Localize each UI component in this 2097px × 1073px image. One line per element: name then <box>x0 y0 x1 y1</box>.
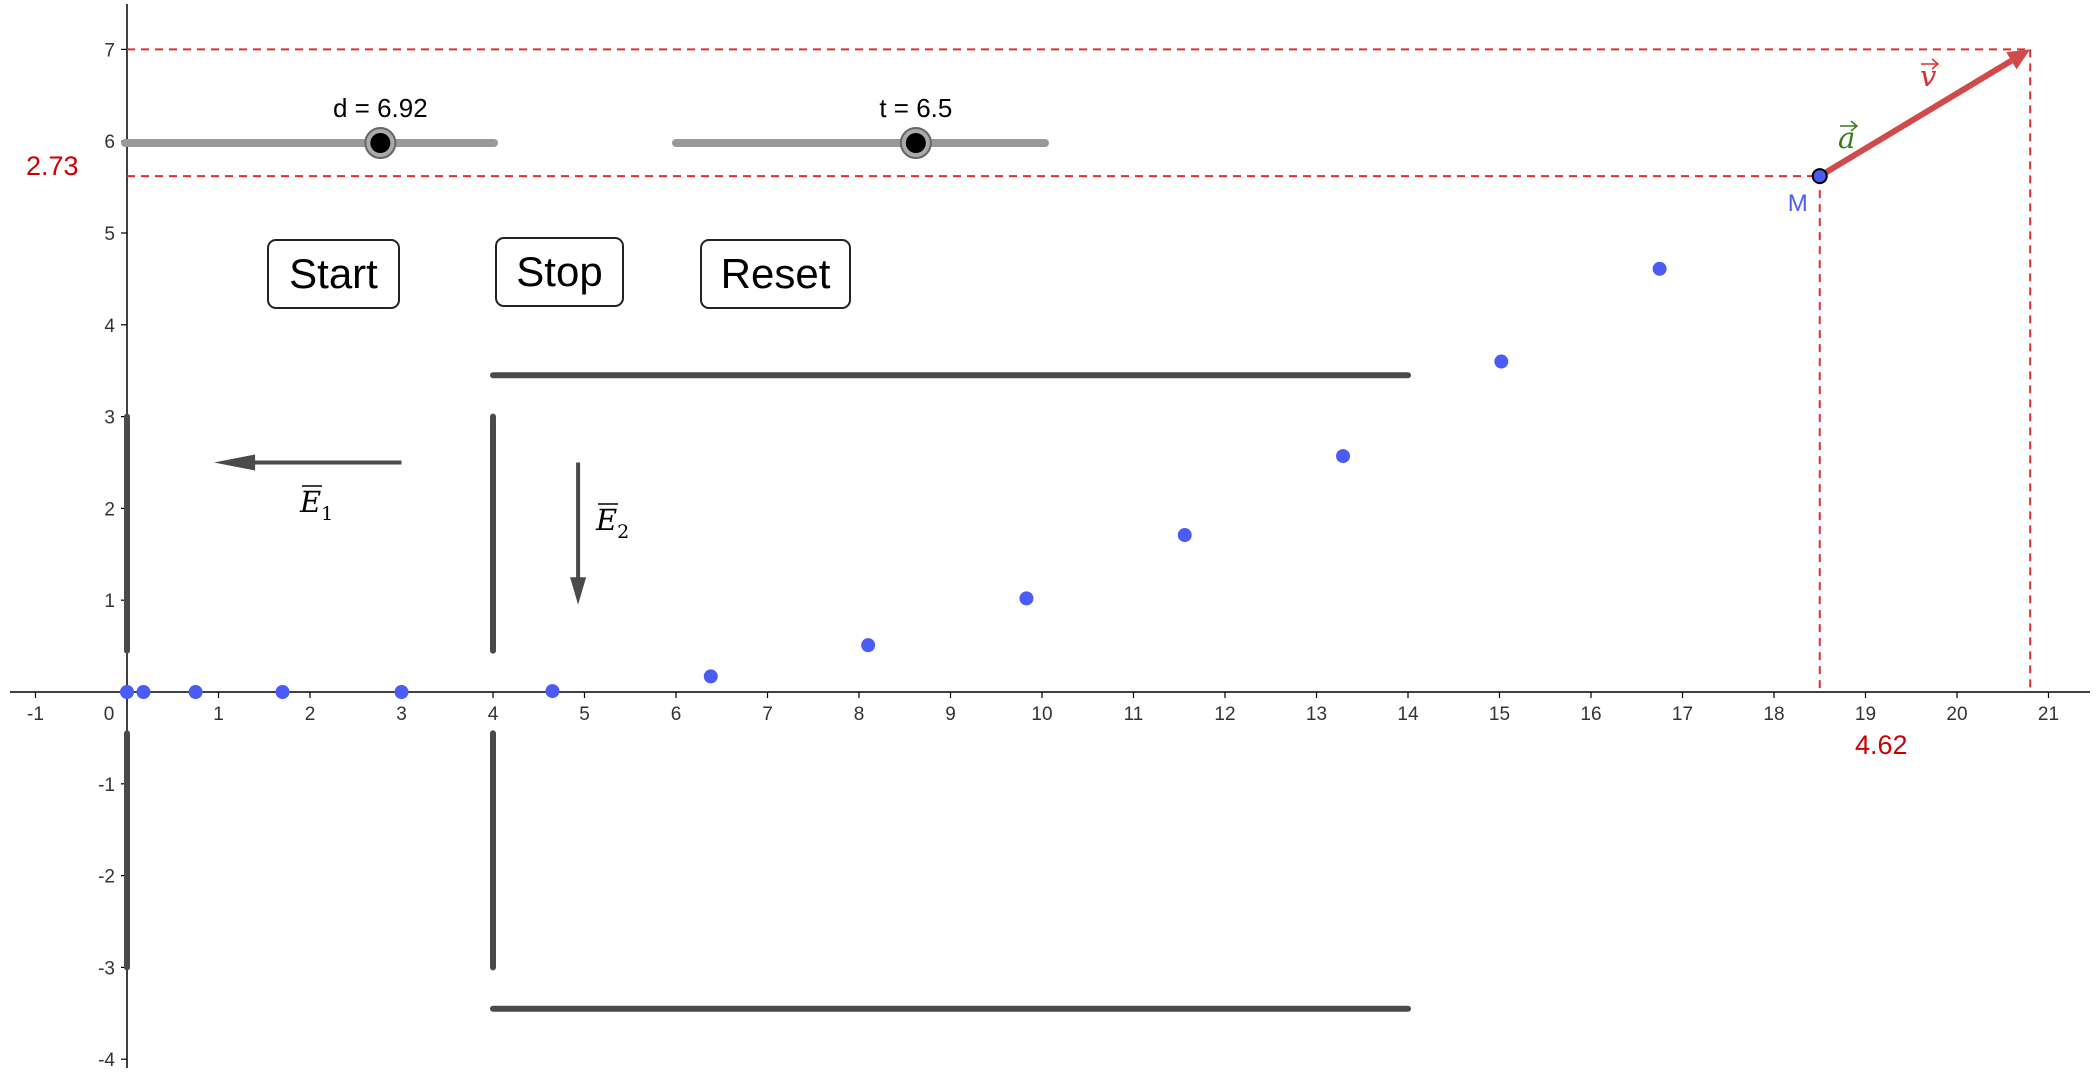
x-tick-label: 4 <box>488 704 499 725</box>
y-tick-label: 5 <box>104 224 115 245</box>
x-tick-label: 8 <box>854 704 865 725</box>
x-tick-label: 3 <box>396 704 407 725</box>
trajectory-point <box>120 685 134 699</box>
trajectory-point <box>703 669 718 684</box>
field-e1-label: E1 <box>299 485 333 525</box>
trajectory-point <box>545 684 560 699</box>
point-m[interactable] <box>1811 168 1828 185</box>
acceleration-vector-label: a <box>1838 121 1855 155</box>
trajectory-point <box>1019 591 1034 606</box>
slider-d[interactable]: d = 6.92 <box>121 93 498 159</box>
velocity-label-arrow-accent <box>1921 58 1940 70</box>
x-tick-label: 2 <box>305 704 316 725</box>
trajectory-point <box>1652 261 1667 276</box>
velocity-vector-head[interactable] <box>2006 49 2031 70</box>
field-e2-label: E2 <box>595 503 629 543</box>
x-tick-label: 6 <box>671 704 682 725</box>
y-tick-label: -2 <box>98 867 115 888</box>
x-tick-label: 0 <box>104 704 115 725</box>
stop-button[interactable]: Stop <box>495 237 624 307</box>
start-button[interactable]: Start <box>267 239 400 309</box>
y-tick-label: -3 <box>98 958 115 979</box>
y-tick-label: 7 <box>104 40 115 61</box>
velocity-vector[interactable] <box>1818 58 2013 179</box>
x-tick-label: 10 <box>1031 704 1052 725</box>
trajectory-point <box>1494 354 1509 369</box>
x-tick-label: 19 <box>1855 704 1876 725</box>
x-tick-label: 1 <box>213 704 224 725</box>
projection-lines <box>127 48 2032 692</box>
trajectory-point <box>1177 528 1192 543</box>
x-tick-label: 5 <box>579 704 590 725</box>
slider-d-label: d = 6.92 <box>333 93 428 123</box>
x-tick-label: 13 <box>1306 704 1327 725</box>
y-value-readout: 2.73 <box>26 151 79 181</box>
x-tick-label: 18 <box>1763 704 1784 725</box>
x-tick-label: 15 <box>1489 704 1510 725</box>
field-e1-arrowhead <box>213 454 256 471</box>
acceleration-label-arrow-accent <box>1840 120 1859 132</box>
reset-button[interactable]: Reset <box>700 239 851 309</box>
point-m-label: M <box>1788 190 1808 217</box>
y-tick-label: 2 <box>104 499 115 520</box>
y-tick-label: 4 <box>104 316 115 337</box>
slider-t[interactable]: t = 6.5 <box>672 93 1049 159</box>
x-tick-label: 11 <box>1124 704 1144 725</box>
x-tick-label: 20 <box>1946 704 1967 725</box>
x-tick-label: 16 <box>1580 704 1601 725</box>
capacitor-plates <box>124 372 1411 1012</box>
x-value-readout: 4.62 <box>1855 730 1908 760</box>
y-tick-label: -1 <box>98 775 115 796</box>
x-tick-label: 12 <box>1214 704 1235 725</box>
slider-d-handle[interactable] <box>370 133 391 153</box>
trajectory-point <box>275 685 290 699</box>
trajectory-point <box>861 638 876 653</box>
y-tick-label: 6 <box>104 132 115 153</box>
trajectory-points <box>120 261 1667 699</box>
x-tick-label: 17 <box>1672 704 1693 725</box>
coordinate-axes: -1 0 1 2 3 4 5 6 7 8 9 10 11 12 13 14 15 16 17 18 19 20 21-4-3… <box>10 4 2090 1071</box>
x-tick-label: 7 <box>762 704 773 725</box>
field-e2-arrowhead <box>570 577 587 605</box>
slider-t-label: t = 6.5 <box>879 93 952 123</box>
x-tick-label: 9 <box>945 704 956 725</box>
y-tick-label: -4 <box>98 1050 115 1071</box>
trajectory-point <box>136 685 151 699</box>
trajectory-point <box>188 685 203 699</box>
y-tick-label: 1 <box>104 591 115 612</box>
x-tick-label: 14 <box>1397 704 1419 725</box>
y-tick-label: 3 <box>104 408 115 429</box>
trajectory-point <box>1336 449 1351 464</box>
x-tick-label: -1 <box>27 704 44 725</box>
x-tick-label: 21 <box>2038 704 2059 725</box>
slider-t-handle[interactable] <box>905 133 926 153</box>
trajectory-point <box>394 685 409 699</box>
